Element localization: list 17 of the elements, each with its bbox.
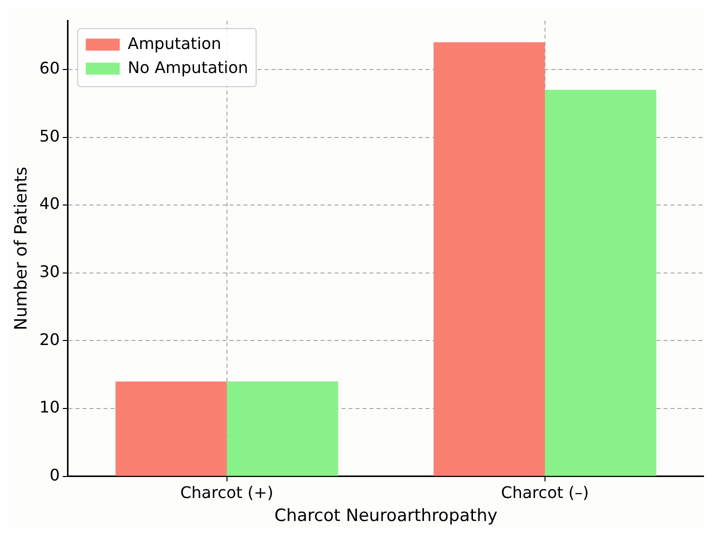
legend-label: No Amputation: [128, 58, 248, 77]
y-axis-title: Number of Patients: [12, 166, 32, 330]
y-tick-label: 30: [39, 262, 60, 282]
bar: [434, 42, 545, 476]
y-tick-label: 0: [50, 466, 60, 485]
y-tick-label: 60: [39, 58, 60, 78]
bar: [544, 90, 656, 476]
legend-label: Amputation: [128, 34, 222, 53]
x-axis-title: Charcot Neuroarthropathy: [274, 506, 498, 526]
x-tick-label: Charcot (–): [501, 483, 589, 502]
y-tick-label: 10: [39, 398, 60, 417]
x-tick-label: Charcot (+): [180, 483, 274, 502]
bar: [226, 381, 338, 476]
y-tick-label: 20: [39, 330, 60, 349]
y-tick-label: 40: [39, 194, 60, 214]
y-tick-label: 50: [39, 126, 60, 146]
bar: [115, 381, 227, 476]
